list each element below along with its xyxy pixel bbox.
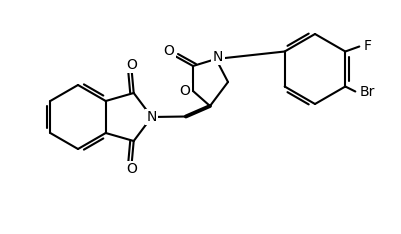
Text: Br: Br: [359, 85, 374, 99]
Text: F: F: [363, 40, 371, 54]
Text: N: N: [146, 110, 156, 124]
Text: O: O: [126, 162, 137, 176]
Text: N: N: [212, 50, 223, 64]
Text: O: O: [126, 58, 137, 72]
Text: O: O: [179, 84, 190, 98]
Text: O: O: [163, 44, 174, 58]
